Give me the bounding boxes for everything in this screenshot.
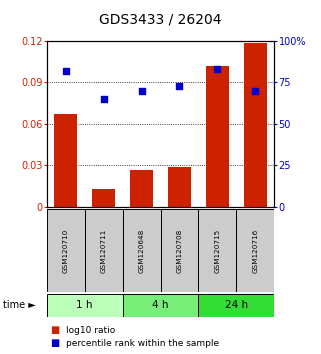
Text: GSM120708: GSM120708 — [177, 228, 183, 273]
Point — [63, 68, 68, 74]
Bar — [206, 66, 229, 207]
Point — [177, 83, 182, 88]
Text: GSM120710: GSM120710 — [63, 228, 69, 273]
Bar — [160, 209, 198, 292]
Bar — [123, 294, 198, 317]
Bar — [244, 44, 267, 207]
Point — [101, 96, 106, 102]
Text: time ►: time ► — [3, 300, 36, 310]
Text: ■: ■ — [50, 338, 59, 348]
Bar — [123, 209, 160, 292]
Point — [139, 88, 144, 93]
Bar — [84, 209, 123, 292]
Point — [253, 88, 258, 93]
Bar — [54, 114, 77, 207]
Text: 1 h: 1 h — [76, 300, 93, 310]
Bar — [168, 167, 191, 207]
Bar — [198, 209, 237, 292]
Text: GSM120715: GSM120715 — [214, 228, 221, 273]
Text: GSM120648: GSM120648 — [138, 228, 144, 273]
Bar — [130, 170, 153, 207]
Text: 24 h: 24 h — [225, 300, 248, 310]
Text: GDS3433 / 26204: GDS3433 / 26204 — [99, 12, 222, 27]
Text: GSM120716: GSM120716 — [252, 228, 258, 273]
Bar — [198, 294, 274, 317]
Text: 4 h: 4 h — [152, 300, 169, 310]
Text: log10 ratio: log10 ratio — [66, 326, 115, 335]
Text: ■: ■ — [50, 325, 59, 335]
Text: percentile rank within the sample: percentile rank within the sample — [66, 339, 219, 348]
Bar — [47, 209, 84, 292]
Point — [215, 66, 220, 72]
Bar — [92, 189, 115, 207]
Text: GSM120711: GSM120711 — [100, 228, 107, 273]
Bar — [47, 294, 123, 317]
Bar — [237, 209, 274, 292]
